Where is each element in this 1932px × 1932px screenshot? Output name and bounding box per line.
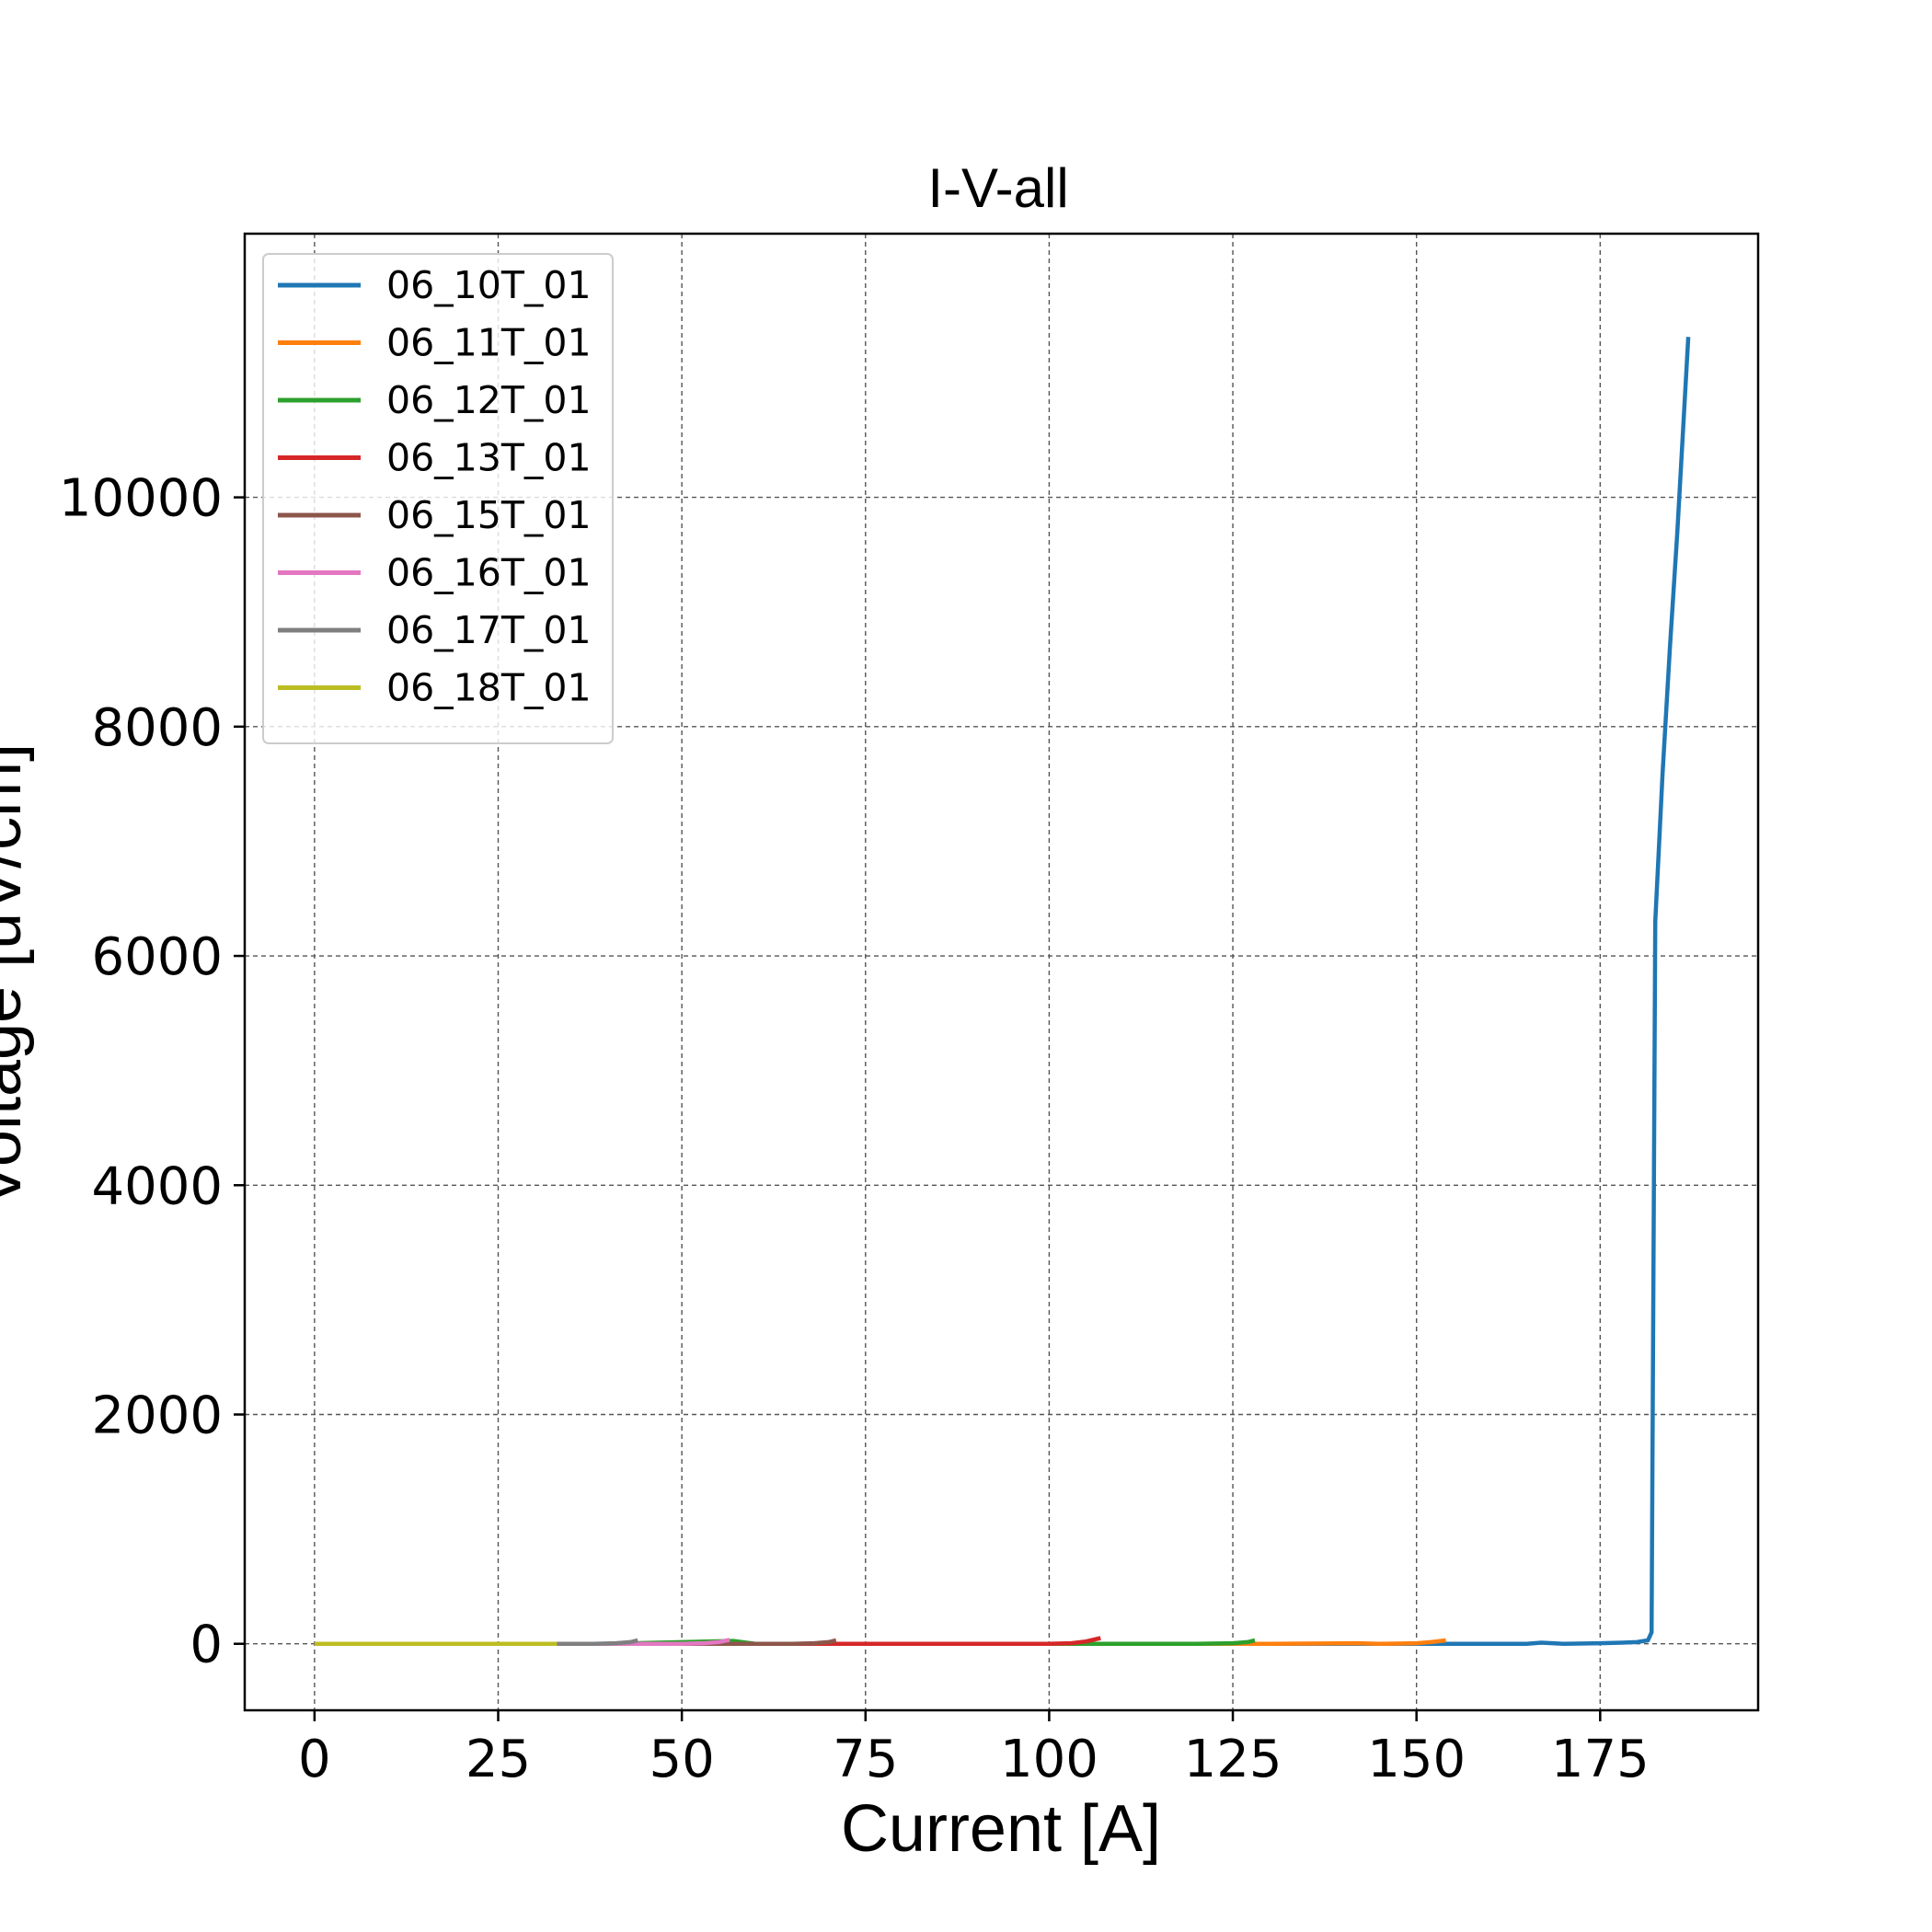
legend-label: 06_18T_01 bbox=[386, 666, 592, 710]
x-axis-label: Current [A] bbox=[841, 1792, 1161, 1866]
series-group bbox=[314, 337, 1691, 1646]
x-tick-label: 150 bbox=[1367, 1730, 1466, 1789]
legend-label: 06_16T_01 bbox=[386, 551, 592, 595]
y-tick-label: 0 bbox=[190, 1616, 223, 1675]
legend-label: 06_13T_01 bbox=[386, 436, 592, 480]
x-tick-label: 125 bbox=[1184, 1730, 1282, 1789]
y-tick-label: 2000 bbox=[91, 1386, 223, 1446]
y-tick-label: 8000 bbox=[91, 698, 223, 758]
x-tick-label: 50 bbox=[650, 1730, 715, 1789]
y-tick-label: 4000 bbox=[91, 1156, 223, 1216]
legend-box bbox=[262, 253, 614, 744]
plot-frame bbox=[243, 232, 1760, 1712]
legend-label: 06_11T_01 bbox=[386, 321, 592, 365]
legend-label: 06_17T_01 bbox=[386, 608, 592, 652]
legend-label: 06_12T_01 bbox=[386, 378, 592, 422]
axis-ticks: 0 25 50 75 100 125 150 175 0 2000 4000 6000 8000 1000… bbox=[59, 469, 1650, 1789]
x-tick-label: 100 bbox=[1000, 1730, 1098, 1789]
x-tick-label: 25 bbox=[466, 1730, 531, 1789]
y-tick-label: 10000 bbox=[59, 469, 223, 529]
y-axis-label: Voltage [uV/cm] bbox=[0, 743, 35, 1207]
legend: 06_10T_01 06_11T_01 06_12T_01 06_13T_01 06_1… bbox=[262, 253, 614, 744]
legend-label: 06_15T_01 bbox=[386, 493, 592, 537]
x-tick-label: 175 bbox=[1551, 1730, 1650, 1789]
chart-title: I-V-all bbox=[927, 157, 1068, 219]
x-tick-label: 75 bbox=[833, 1730, 898, 1789]
legend-label: 06_10T_01 bbox=[386, 263, 592, 307]
x-tick-label: 0 bbox=[298, 1730, 331, 1789]
y-tick-label: 6000 bbox=[91, 927, 223, 987]
